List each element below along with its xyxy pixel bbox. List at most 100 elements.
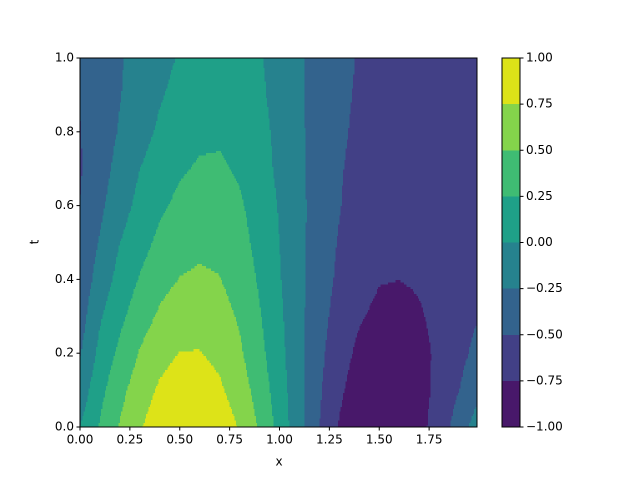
contour-cell	[419, 104, 440, 108]
contour-cell	[239, 175, 261, 179]
contour-cell	[99, 397, 105, 400]
contour-cell	[99, 274, 114, 278]
contour-cell	[119, 81, 123, 84]
contour-cell	[239, 367, 247, 370]
contour-cell	[439, 258, 460, 262]
contour-cell	[471, 415, 477, 419]
contour-cell	[199, 187, 221, 191]
contour-cell	[139, 141, 151, 144]
contour-cell	[179, 168, 190, 172]
contour-cell	[339, 177, 344, 181]
contour-cell	[379, 293, 400, 297]
contour-cell	[354, 60, 360, 64]
contour-cell	[379, 249, 400, 253]
contour-cell	[259, 150, 273, 154]
contour-cell	[299, 180, 307, 184]
contour-cell	[139, 410, 148, 414]
contour-cell	[399, 168, 420, 172]
contour-field	[80, 58, 477, 427]
contour-cell	[439, 235, 460, 239]
contour-cell	[288, 413, 301, 417]
contour-cell	[273, 175, 281, 179]
contour-cell	[269, 390, 281, 394]
contour-cell	[139, 177, 161, 181]
contour-cell	[239, 320, 261, 324]
contour-cell	[475, 325, 477, 329]
contour-cell	[270, 134, 281, 138]
contour-cell	[119, 341, 141, 345]
contour-cell	[179, 272, 185, 276]
contour-cell	[259, 369, 268, 373]
contour-cell	[141, 343, 161, 347]
contour-cell	[219, 346, 241, 350]
contour-cell	[259, 279, 281, 283]
contour-cell	[279, 141, 301, 144]
contour-cell	[414, 290, 420, 294]
contour-cell	[305, 138, 320, 142]
contour-cell	[305, 184, 320, 188]
contour-cell	[280, 274, 301, 278]
contour-cell	[399, 251, 420, 255]
contour-cell	[359, 350, 380, 354]
contour-cell	[379, 417, 400, 421]
contour-cell	[339, 399, 343, 403]
contour-cell	[178, 182, 181, 186]
contour-cell	[99, 154, 114, 158]
contour-cell	[139, 385, 157, 389]
contour-cell	[379, 108, 400, 112]
contour-cell	[280, 254, 301, 257]
contour-cell	[239, 108, 261, 112]
contour-cell	[335, 251, 340, 255]
contour-cell	[179, 270, 188, 274]
contour-cell	[238, 182, 241, 186]
contour-cell	[80, 286, 92, 290]
contour-cell	[199, 320, 221, 324]
contour-cell	[399, 154, 420, 158]
contour-cell	[319, 281, 334, 285]
contour-cell	[179, 327, 201, 331]
contour-cell	[119, 383, 130, 387]
contour-cell	[459, 420, 471, 423]
contour-cell	[99, 410, 102, 414]
contour-cell	[139, 413, 147, 417]
contour-cell	[430, 371, 440, 375]
contour-cell	[469, 422, 477, 426]
contour-cell	[459, 60, 477, 64]
contour-cell	[399, 313, 420, 317]
contour-cell	[279, 422, 291, 426]
contour-cell	[149, 141, 161, 144]
contour-cell	[119, 180, 138, 184]
contour-cell	[80, 323, 86, 327]
contour-cell	[430, 392, 440, 396]
contour-cell	[324, 357, 340, 361]
contour-cell	[334, 270, 340, 274]
contour-cell	[439, 221, 460, 225]
contour-cell	[199, 157, 221, 161]
contour-cell	[285, 364, 301, 368]
contour-cell	[159, 76, 171, 80]
contour-cell	[103, 397, 121, 400]
contour-cell	[245, 364, 261, 368]
contour-cell	[252, 249, 261, 253]
contour-cell	[306, 212, 320, 216]
contour-cell	[399, 228, 420, 232]
contour-cell	[259, 175, 274, 179]
contour-cell	[119, 385, 128, 389]
contour-cell	[284, 339, 301, 343]
contour-cell	[99, 161, 112, 165]
contour-cell	[239, 417, 257, 421]
contour-cell	[219, 413, 234, 417]
contour-cell	[285, 350, 301, 354]
contour-cell	[341, 191, 360, 195]
contour-cell	[439, 348, 460, 352]
contour-cell	[80, 267, 95, 271]
contour-cell	[339, 67, 355, 71]
contour-cell	[346, 376, 360, 380]
contour-cell	[119, 127, 141, 131]
contour-cell	[80, 371, 94, 375]
contour-cell	[270, 399, 281, 403]
contour-cell	[419, 320, 428, 324]
contour-cell	[159, 145, 181, 149]
contour-cell	[339, 120, 350, 124]
contour-cell	[219, 394, 228, 398]
